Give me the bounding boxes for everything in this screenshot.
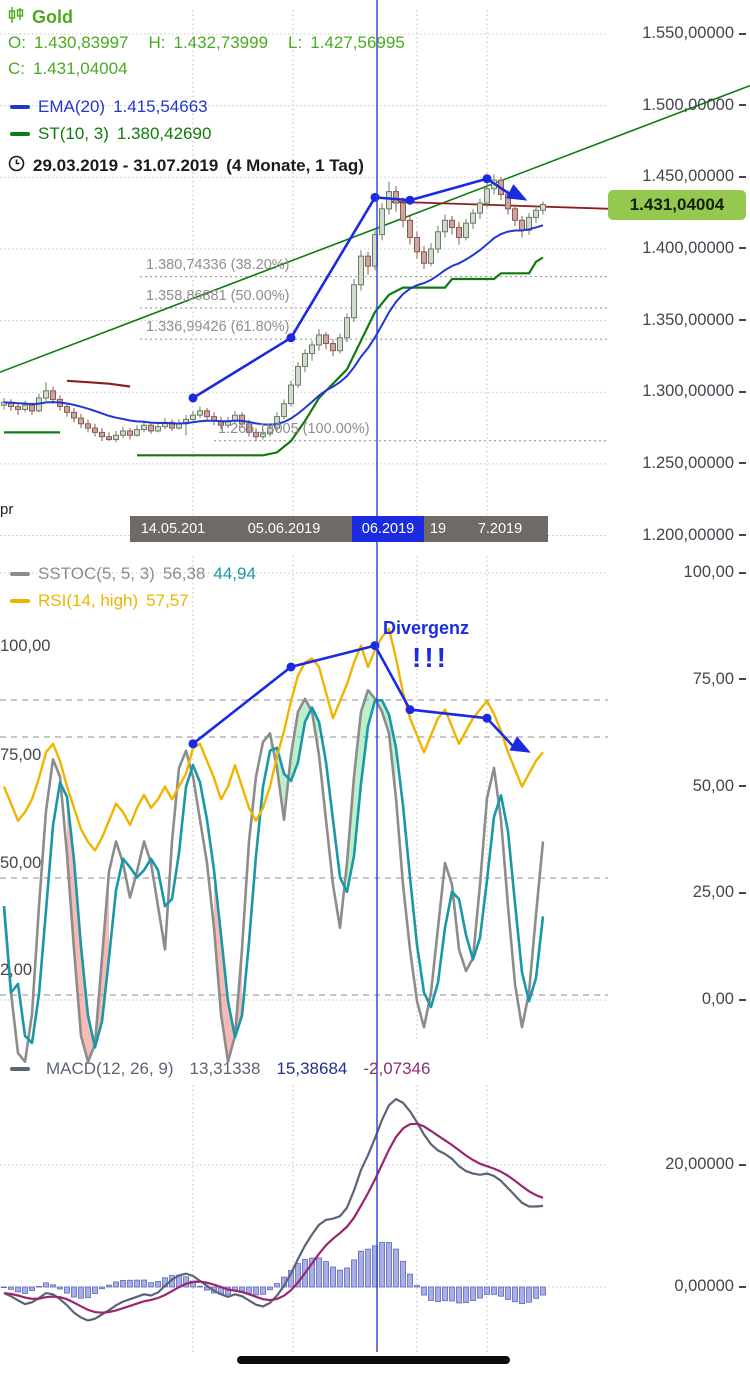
date-axis-highlight: 06.2019 (352, 516, 424, 542)
candlestick-icon (8, 6, 24, 29)
price-axis-label: 1.400,00000 (576, 239, 746, 258)
timeframe-duration: (4 Monate, 1 Tag) (226, 156, 364, 175)
open-label: O: (8, 33, 26, 52)
close-value: 1.431,04004 (33, 59, 128, 78)
oscillator-left-axis-label: 2,00 (0, 961, 33, 979)
price-axis-label: 1.500,00000 (576, 96, 746, 115)
sstoc-label: SSTOC(5, 5, 3) (38, 564, 155, 583)
clock-icon (8, 155, 25, 177)
instrument-name: Gold (32, 6, 73, 27)
scrollbar-thumb[interactable] (237, 1356, 510, 1364)
oscillator-left-axis-label: 50,00 (0, 854, 42, 872)
sstoc-value-2: 44,94 (213, 564, 256, 583)
x-axis-partial-label: pr (0, 501, 14, 518)
oscillator-axis-label: 0,00 (576, 990, 746, 1009)
oscillator-left-axis-label: 100,00 (0, 637, 51, 655)
date-axis-label: 05.06.2019 (216, 516, 352, 542)
supertrend-value: 1.380,42690 (116, 124, 212, 143)
date-axis-label: 19 (424, 516, 452, 542)
fibonacci-level-label: 1.380,74336 (38.20%) (146, 256, 290, 273)
rsi-label: RSI(14, high) (38, 591, 139, 610)
last-price-badge: 1.431,04004 (608, 190, 746, 220)
supertrend-line-swatch (10, 132, 30, 136)
sstoc-line-swatch (10, 572, 30, 576)
macd-hist-value: -2,07346 (363, 1059, 431, 1078)
open-value: 1.430,83997 (33, 33, 129, 52)
instrument-row[interactable]: Gold (8, 4, 417, 30)
price-axis-label: 1.200,00000 (576, 526, 746, 545)
ema-legend[interactable]: EMA(20) 1.415,54663 (10, 94, 208, 120)
price-legend: Gold O: 1.430,83997 H: 1.432,73999 L: 1.… (8, 4, 417, 82)
oscillator-axis-label: 50,00 (576, 777, 746, 796)
oscillator-axis-label: 100,00 (576, 563, 746, 582)
close-row: C: 1.431,04004 (8, 56, 417, 82)
price-axis-label: 1.450,00000 (576, 167, 746, 186)
date-axis-strip: 14.05.201 05.06.2019 06.2019 19 7.2019 (130, 516, 548, 542)
timeframe-row[interactable]: 29.03.2019 - 31.07.2019 (4 Monate, 1 Tag… (8, 153, 364, 179)
divergence-emphasis: !!! (412, 642, 449, 673)
oscillator-left-axis-label: 75,00 (0, 746, 42, 764)
high-value: 1.432,73999 (173, 33, 269, 52)
macd-value: 13,31338 (189, 1059, 261, 1078)
macd-line-swatch (10, 1067, 30, 1071)
fibonacci-level-label: 1.358,86881 (50.00%) (146, 287, 290, 304)
divergence-annotation: Divergenz (383, 618, 470, 638)
date-axis-label: 7.2019 (452, 516, 548, 542)
macd-legend[interactable]: MACD(12, 26, 9) 13,31338 15,38684 -2,073… (10, 1056, 430, 1082)
ema-value: 1.415,54663 (113, 97, 208, 116)
price-axis-label: 1.550,00000 (576, 24, 746, 43)
fibonacci-level-label: 1.266,18005 (100.00%) (218, 420, 370, 437)
fibonacci-level-label: 1.336,99426 (61.80%) (146, 319, 290, 336)
macd-label: MACD(12, 26, 9) (46, 1059, 174, 1078)
price-axis-label: 1.350,00000 (576, 311, 746, 330)
ema-line-swatch (10, 105, 30, 109)
macd-signal-value: 15,38684 (276, 1059, 348, 1078)
sstoc-legend[interactable]: SSTOC(5, 5, 3) 56,38 44,94 (10, 561, 256, 587)
rsi-value: 57,57 (146, 591, 189, 610)
ema-label: EMA(20) (38, 97, 106, 116)
macd-axis-label: 20,00000 (576, 1155, 746, 1174)
low-value: 1.427,56995 (310, 33, 405, 52)
timeframe-dates: 29.03.2019 - 31.07.2019 (33, 156, 219, 175)
rsi-legend[interactable]: RSI(14, high) 57,57 (10, 588, 189, 614)
date-axis-label: 14.05.201 (130, 516, 216, 542)
ohlc-row: O: 1.430,83997 H: 1.432,73999 L: 1.427,5… (8, 30, 417, 56)
rsi-line-swatch (10, 599, 30, 603)
supertrend-label: ST(10, 3) (38, 124, 109, 143)
high-label: H: (148, 33, 166, 52)
price-axis-label: 1.300,00000 (576, 382, 746, 401)
close-label: C: (8, 59, 25, 78)
macd-axis-label: 0,00000 (576, 1277, 746, 1296)
low-label: L: (288, 33, 303, 52)
oscillator-axis-label: 25,00 (576, 883, 746, 902)
price-axis-label: 1.250,00000 (576, 454, 746, 473)
sstoc-value-1: 56,38 (162, 564, 206, 583)
oscillator-axis-label: 75,00 (576, 670, 746, 689)
supertrend-legend[interactable]: ST(10, 3) 1.380,42690 (10, 121, 211, 147)
